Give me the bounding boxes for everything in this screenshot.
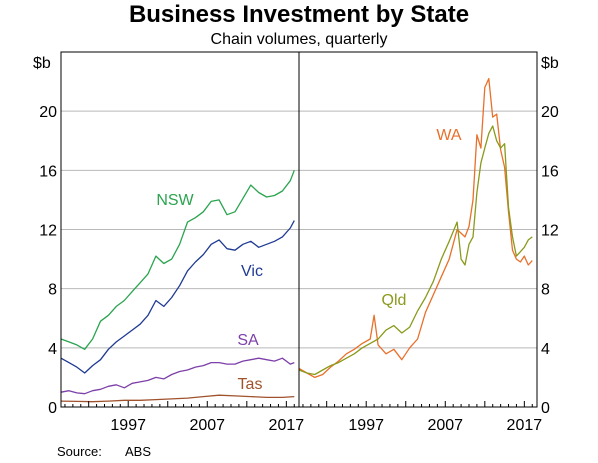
left-unit-label: $b [33,55,51,72]
right-unit-label: $b [541,55,559,72]
series-label-nsw: NSW [156,192,194,209]
ytick-left-4: 4 [48,341,57,358]
series-line-nsw [60,170,295,350]
series-line-vic [60,220,295,374]
ytick-left-20: 20 [39,104,57,121]
ytick-left-0: 0 [48,400,57,417]
series-label-wa: WA [436,127,462,144]
xlabel-2-2007: 2007 [427,417,463,434]
source-value: ABS [125,444,151,459]
ytick-right-12: 12 [541,223,559,240]
series-label-qld: Qld [382,292,407,309]
xlabel-1-1997: 1997 [110,417,146,434]
series-label-tas: Tas [238,376,263,393]
xlabel-1-2017: 2017 [269,417,305,434]
chart-subtitle: Chain volumes, quarterly [211,31,388,48]
ytick-right-4: 4 [541,341,550,358]
ytick-right-0: 0 [541,400,550,417]
series-line-wa [298,77,533,379]
ytick-right-20: 20 [541,104,559,121]
xlabel-2-1997: 1997 [348,417,384,434]
ytick-left-12: 12 [39,223,57,240]
series-label-sa: SA [237,332,259,349]
ytick-left-8: 8 [48,282,57,299]
source-label: Source: [57,444,102,459]
ytick-right-8: 8 [541,282,550,299]
series-line-tas [60,394,295,403]
ytick-right-16: 16 [541,163,559,180]
xlabel-2-2017: 2017 [507,417,543,434]
chart-title: Business Investment by State [129,1,469,28]
xlabel-1-2007: 2007 [189,417,225,434]
labels-layer: 0 0 4 4 8 8 12 12 16 16 20 20 1997 2007 2017 1997 2007 20… [39,104,559,434]
series-line-qld [298,125,533,376]
series-label-vic: Vic [241,263,263,280]
ytick-left-16: 16 [39,163,57,180]
series-line-sa [60,357,295,395]
ticks-layer [64,401,533,407]
series-layer [60,77,533,403]
